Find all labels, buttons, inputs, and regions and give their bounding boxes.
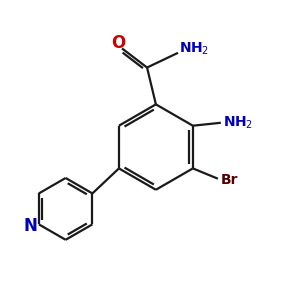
Text: Br: Br xyxy=(221,173,238,187)
Text: O: O xyxy=(111,34,126,52)
Text: NH$_2$: NH$_2$ xyxy=(179,41,210,58)
Text: N: N xyxy=(24,217,38,235)
Text: NH$_2$: NH$_2$ xyxy=(223,115,253,131)
